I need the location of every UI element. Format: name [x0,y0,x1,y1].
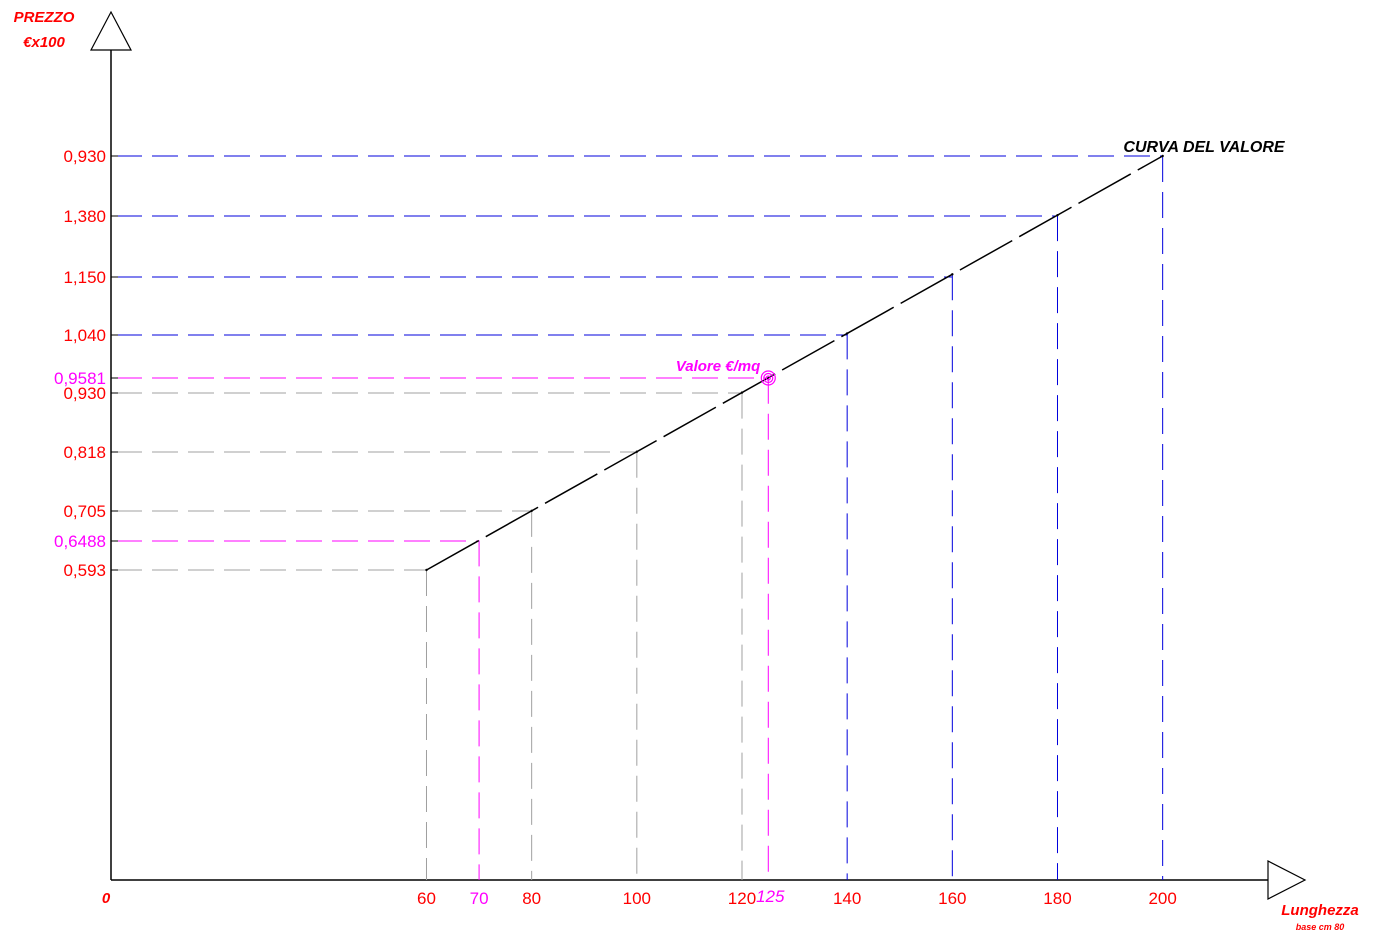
curve-point [1161,154,1164,158]
curve-line [426,155,1164,571]
x-tick-label: 200 [1148,889,1176,908]
y-tick-label: 0,930 [63,147,106,166]
y-tick-label: 1,040 [63,326,106,345]
y-tick-label: 0,818 [63,443,106,462]
curve-point [530,509,533,513]
x-axis-title: Lunghezza [1281,902,1359,919]
value-curve [425,154,1164,572]
highlight-point: Valore €/mq [676,358,776,386]
origin-label: 0 [102,890,111,907]
y-axis-title-line2: €x100 [23,34,65,51]
y-tick-labels: 0,5930,64880,7050,8180,9300,95811,0401,1… [54,147,106,580]
y-tick-label: 0,9581 [54,369,106,388]
y-axis-arrow-icon [90,10,132,51]
y-axis-title-line1: PREZZO [14,9,75,26]
highlight-ring [760,370,776,386]
curve-point [740,391,744,394]
chart-title: CURVA DEL VALORE [1123,139,1286,156]
y-tick-label: 1,380 [63,207,106,226]
y-tick-label: 0,705 [63,502,106,521]
x-tick-label: 125 [756,887,785,906]
x-tick-label: 180 [1043,889,1071,908]
x-axis-arrow-icon [1267,860,1307,900]
x-tick-label: 120 [728,889,756,908]
x-tick-label: 160 [938,889,966,908]
curve-point [425,568,428,572]
x-tick-label: 70 [470,889,489,908]
highlight-ring [763,372,774,384]
x-tick-labels: 60 70 80 100 120 125 140 160 180 200 [417,887,1177,908]
y-tick-label: 0,930 [63,384,106,403]
curve-point [635,450,639,453]
x-tick-label: 60 [417,889,436,908]
y-tick-label: 1,150 [63,268,106,287]
y-tick-label: 0,593 [63,561,106,580]
x-tick-label: 80 [522,889,541,908]
highlight-label: Valore €/mq [676,358,760,375]
highlight-ring [765,375,771,381]
curve-point [1056,213,1059,217]
guide-lines [111,155,1164,880]
curve-point [845,332,849,335]
x-tick-label: 100 [623,889,651,908]
curve-point [951,273,954,276]
x-axis-subtitle: base cm 80 [1296,922,1345,932]
axes [90,10,1307,900]
x-tick-label: 140 [833,889,861,908]
y-tick-label: 0,6488 [54,532,106,551]
